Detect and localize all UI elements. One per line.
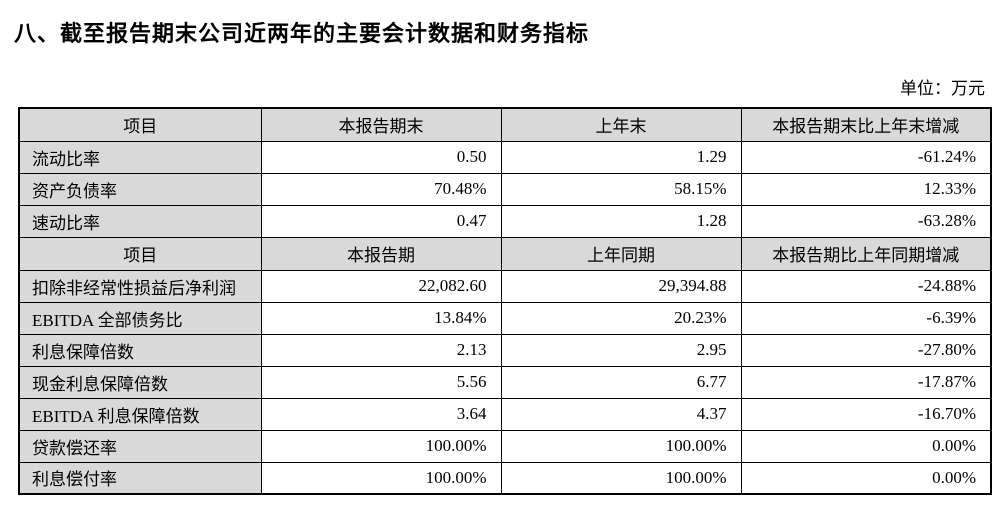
value-change: -27.80% — [740, 333, 992, 367]
column-header-current-period: 本报告期 — [260, 236, 502, 271]
column-header-prior-period: 上年同期 — [500, 236, 742, 271]
row-label: EBITDA 全部债务比 — [18, 301, 262, 335]
value-prior: 100.00% — [500, 461, 742, 495]
row-label: 现金利息保障倍数 — [18, 365, 262, 399]
table-row-ebitda-interest-coverage: EBITDA 利息保障倍数 3.64 4.37 -16.70% — [18, 397, 992, 431]
value-change: 0.00% — [740, 429, 992, 463]
table-header-row-reporting-period: 项目 本报告期 上年同期 本报告期比上年同期增减 — [18, 236, 992, 271]
section-title: 八、截至报告期末公司近两年的主要会计数据和财务指标 — [14, 21, 590, 46]
value-prior: 6.77 — [500, 365, 742, 399]
value-change: 12.33% — [740, 172, 992, 206]
row-label: 利息偿付率 — [18, 461, 262, 495]
value-current: 5.56 — [260, 365, 502, 399]
value-prior: 100.00% — [500, 429, 742, 463]
financial-indicators-table: 项目 本报告期末 上年末 本报告期末比上年末增减 流动比率 0.50 1.29 … — [18, 107, 992, 495]
row-label: 扣除非经常性损益后净利润 — [18, 269, 262, 303]
row-label: 利息保障倍数 — [18, 333, 262, 367]
table-row-ebitda-total-debt-ratio: EBITDA 全部债务比 13.84% 20.23% -6.39% — [18, 301, 992, 335]
table-row-cash-interest-coverage: 现金利息保障倍数 5.56 6.77 -17.87% — [18, 365, 992, 399]
table-header-row-period-end: 项目 本报告期末 上年末 本报告期末比上年末增减 — [18, 107, 992, 142]
row-label: 资产负债率 — [18, 172, 262, 206]
table-row-current-ratio: 流动比率 0.50 1.29 -61.24% — [18, 140, 992, 174]
value-change: -6.39% — [740, 301, 992, 335]
value-current: 70.48% — [260, 172, 502, 206]
column-header-change-vs-prior-period: 本报告期比上年同期增减 — [740, 236, 992, 271]
value-change: -61.24% — [740, 140, 992, 174]
value-prior: 4.37 — [500, 397, 742, 431]
value-change: -63.28% — [740, 204, 992, 238]
value-change: -16.70% — [740, 397, 992, 431]
column-header-change-vs-prior-year-end: 本报告期末比上年末增减 — [740, 107, 992, 142]
column-header-item: 项目 — [18, 107, 262, 142]
value-current: 2.13 — [260, 333, 502, 367]
value-prior: 29,394.88 — [500, 269, 742, 303]
value-change: 0.00% — [740, 461, 992, 495]
table-row-loan-repayment-rate: 贷款偿还率 100.00% 100.00% 0.00% — [18, 429, 992, 463]
value-current: 0.50 — [260, 140, 502, 174]
table-row-interest-coverage: 利息保障倍数 2.13 2.95 -27.80% — [18, 333, 992, 367]
value-change: -17.87% — [740, 365, 992, 399]
value-current: 0.47 — [260, 204, 502, 238]
value-prior: 20.23% — [500, 301, 742, 335]
value-prior: 1.28 — [500, 204, 742, 238]
table-row-quick-ratio: 速动比率 0.47 1.28 -63.28% — [18, 204, 992, 238]
row-label: 流动比率 — [18, 140, 262, 174]
value-prior: 1.29 — [500, 140, 742, 174]
row-label: 贷款偿还率 — [18, 429, 262, 463]
value-current: 22,082.60 — [260, 269, 502, 303]
column-header-item: 项目 — [18, 236, 262, 271]
unit-label: 单位：万元 — [900, 79, 985, 98]
row-label: 速动比率 — [18, 204, 262, 238]
table-row-interest-payment-rate: 利息偿付率 100.00% 100.00% 0.00% — [18, 461, 992, 495]
value-current: 13.84% — [260, 301, 502, 335]
column-header-current-period-end: 本报告期末 — [260, 107, 502, 142]
row-label: EBITDA 利息保障倍数 — [18, 397, 262, 431]
table-row-debt-asset-ratio: 资产负债率 70.48% 58.15% 12.33% — [18, 172, 992, 206]
value-current: 100.00% — [260, 429, 502, 463]
table-row-net-profit-excl-nonrecurring: 扣除非经常性损益后净利润 22,082.60 29,394.88 -24.88% — [18, 269, 992, 303]
value-current: 3.64 — [260, 397, 502, 431]
value-current: 100.00% — [260, 461, 502, 495]
value-prior: 2.95 — [500, 333, 742, 367]
column-header-prior-year-end: 上年末 — [500, 107, 742, 142]
value-change: -24.88% — [740, 269, 992, 303]
value-prior: 58.15% — [500, 172, 742, 206]
